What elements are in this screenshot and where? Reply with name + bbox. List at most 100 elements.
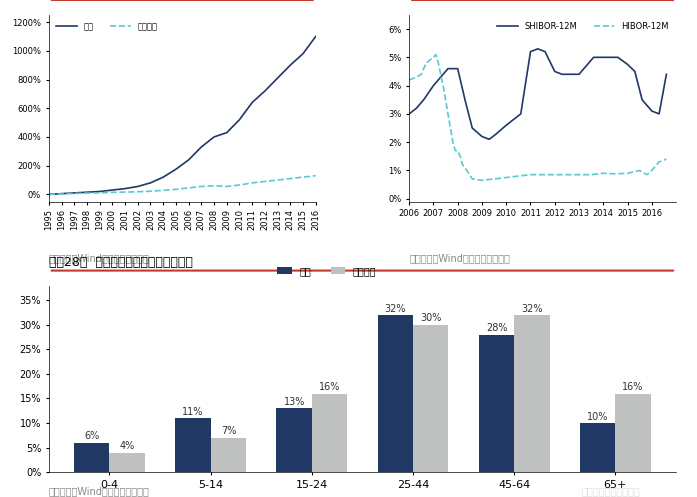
Text: 32%: 32%: [385, 304, 406, 314]
SHIBOR-12M: [590, 54, 598, 60]
SHIBOR-12M: [623, 62, 631, 68]
SHIBOR-12M: [444, 66, 452, 72]
HIBOR-12M: [405, 77, 413, 83]
中国香港: [236, 182, 244, 188]
SHIBOR-12M: [412, 105, 420, 111]
中国香港: [57, 191, 66, 197]
中国: [146, 180, 155, 186]
中国香港: [171, 186, 180, 192]
中国: [261, 88, 269, 94]
SHIBOR-12M: [468, 125, 477, 131]
SHIBOR-12M: [477, 134, 486, 140]
中国香港: [261, 178, 269, 184]
中国: [121, 186, 129, 192]
HIBOR-12M: [446, 125, 454, 131]
HIBOR-12M: [461, 165, 469, 170]
SHIBOR-12M: [502, 122, 510, 128]
中国香港: [197, 183, 206, 189]
Text: 30%: 30%: [420, 313, 441, 324]
Text: 资料来源：Wind，华泰证券研究所: 资料来源：Wind，华泰证券研究所: [49, 487, 150, 497]
SHIBOR-12M: [638, 97, 646, 103]
HIBOR-12M: [562, 171, 571, 177]
SHIBOR-12M: [565, 71, 574, 77]
HIBOR-12M: [490, 176, 498, 182]
HIBOR-12M: [636, 167, 644, 173]
中国香港: [134, 189, 142, 195]
Bar: [175, 418, 210, 472]
SHIBOR-12M: [606, 54, 615, 60]
Legend: 中国, 中国香港: 中国, 中国香港: [53, 19, 161, 35]
HIBOR-12M: [587, 171, 595, 177]
Legend: SHIBOR-12M, HIBOR-12M: SHIBOR-12M, HIBOR-12M: [493, 19, 672, 35]
SHIBOR-12M: [541, 49, 549, 55]
HIBOR-12M: [611, 171, 620, 177]
Text: 16%: 16%: [319, 382, 340, 392]
SHIBOR-12M: [558, 71, 566, 77]
Text: 10%: 10%: [587, 412, 608, 421]
HIBOR-12M: [412, 74, 420, 80]
Text: 13%: 13%: [284, 397, 305, 407]
中国香港: [273, 177, 282, 183]
SHIBOR-12M: [582, 63, 590, 69]
中国: [185, 157, 193, 163]
中国: [222, 130, 231, 136]
中国香港: [312, 173, 320, 179]
Text: 11%: 11%: [183, 407, 204, 416]
HIBOR-12M: [429, 54, 438, 60]
HIBOR-12M: [417, 71, 425, 77]
Text: 资料来源：Wind，华泰证券研究所: 资料来源：Wind，华泰证券研究所: [409, 253, 510, 263]
SHIBOR-12M: [655, 111, 664, 117]
Text: 6%: 6%: [84, 431, 100, 441]
SHIBOR-12M: [436, 74, 445, 80]
HIBOR-12M: [449, 139, 457, 145]
中国香港: [159, 187, 167, 193]
Text: 4%: 4%: [120, 441, 135, 451]
HIBOR-12M: [623, 170, 631, 176]
中国: [299, 51, 307, 57]
SHIBOR-12M: [631, 69, 639, 75]
SHIBOR-12M: [492, 131, 500, 137]
HIBOR-12M: [434, 60, 443, 66]
HIBOR-12M: [456, 153, 464, 159]
Text: 图表28：  中国大陆与香港人口结构对比: 图表28： 中国大陆与香港人口结构对比: [49, 256, 192, 269]
中国: [273, 75, 282, 81]
Bar: [580, 423, 615, 472]
SHIBOR-12M: [599, 54, 608, 60]
中国: [197, 144, 206, 150]
SHIBOR-12M: [516, 111, 525, 117]
HIBOR-12M: [648, 167, 656, 173]
SHIBOR-12M: [613, 54, 622, 60]
SHIBOR-12M: [420, 97, 428, 103]
HIBOR-12M: [551, 171, 559, 177]
中国: [57, 191, 66, 197]
中国: [236, 117, 244, 123]
中国: [83, 189, 91, 195]
中国香港: [222, 183, 231, 189]
中国: [108, 187, 116, 193]
HIBOR-12M: [441, 97, 450, 103]
Bar: [514, 315, 550, 472]
中国: [210, 134, 218, 140]
HIBOR-12M: [422, 60, 430, 66]
Bar: [109, 452, 145, 472]
Text: 28%: 28%: [486, 323, 507, 333]
HIBOR-12M: [431, 52, 440, 58]
Bar: [615, 394, 651, 472]
HIBOR-12M: [439, 83, 447, 88]
SHIBOR-12M: [454, 66, 462, 72]
中国: [286, 62, 295, 68]
HIBOR-12M: [539, 171, 547, 177]
SHIBOR-12M: [429, 83, 438, 88]
HIBOR-12M: [444, 111, 452, 117]
SHIBOR-12M: [662, 71, 671, 77]
HIBOR-12M: [655, 159, 664, 165]
SHIBOR-12M: [461, 97, 469, 103]
Bar: [312, 394, 347, 472]
Bar: [277, 409, 312, 472]
中国: [95, 188, 104, 194]
HIBOR-12M: [599, 170, 608, 176]
SHIBOR-12M: [510, 117, 518, 123]
Text: 华泰金融研究全新平台: 华泰金融研究全新平台: [582, 487, 641, 497]
HIBOR-12M: [526, 171, 535, 177]
中国: [312, 33, 320, 39]
